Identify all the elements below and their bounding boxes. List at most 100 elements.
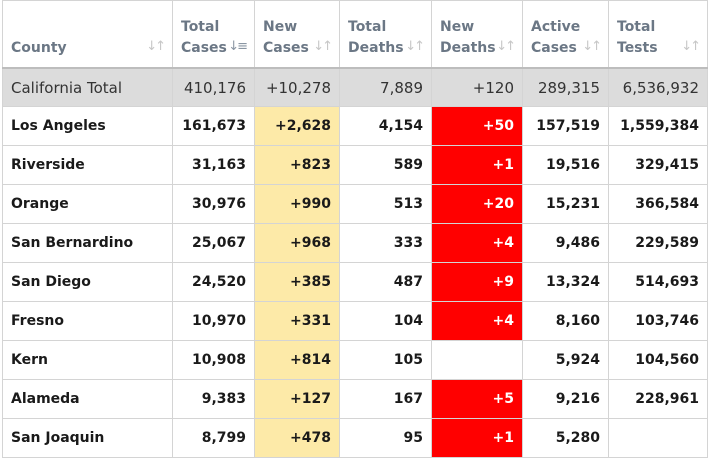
sort-icon[interactable]: ↓↑ [496,39,516,54]
total-tests-cell: 228,961 [608,379,708,419]
header-line2: Cases [263,40,309,56]
active-cases-cell: 5,280 [522,418,609,458]
county-cell: Alameda [2,379,173,419]
header-line1: Active [531,19,581,35]
total-cases-cell: 31,163 [172,145,255,185]
new-deaths-cell: +4 [431,223,523,263]
new-cases-cell: +478 [254,418,340,458]
total-tests-cell: 1,559,384 [608,106,708,146]
column-header-active-cases[interactable]: Active Cases ↓↑ [522,0,609,69]
new-deaths-cell: +20 [431,184,523,224]
new-deaths-cell: +4 [431,301,523,341]
county-cell: Los Angeles [2,106,173,146]
county-cell: San Diego [2,262,173,302]
total-cases-cell: 25,067 [172,223,255,263]
new-cases-cell: +331 [254,301,340,341]
header-line1: Total [348,19,387,35]
sort-icon[interactable]: ↓↑ [146,39,166,54]
sort-desc-icon[interactable]: ↓≡ [228,39,248,54]
header-line2: Cases [181,40,227,56]
total-cases-cell: 9,383 [172,379,255,419]
total-tests-cell: 104,560 [608,340,708,380]
header-line1: New [440,19,475,35]
header-row: County ↓↑ Total Cases ↓≡ New Cases ↓↑ To… [2,0,708,69]
header-line2: County [11,40,67,56]
total-tests-cell [608,418,708,458]
total-row: California Total 410,176 +10,278 7,889 +… [2,67,708,107]
table-row: Fresno 10,970 +331 104 +4 8,160 103,746 [2,301,708,341]
new-cases-cell: +968 [254,223,340,263]
total-deaths-cell: 95 [339,418,432,458]
new-cases-cell: +990 [254,184,340,224]
column-header-new-cases[interactable]: New Cases ↓↑ [254,0,340,69]
table-row: Orange 30,976 +990 513 +20 15,231 366,58… [2,184,708,224]
table-row: Alameda 9,383 +127 167 +5 9,216 228,961 [2,379,708,419]
total-deaths-cell: 333 [339,223,432,263]
table-row: San Diego 24,520 +385 487 +9 13,324 514,… [2,262,708,302]
total-deaths-cell: 513 [339,184,432,224]
total-tests-cell: 229,589 [608,223,708,263]
total-county-cell: California Total [2,67,173,107]
total-deaths-cell: 167 [339,379,432,419]
header-line2: Tests [617,40,658,56]
total-tests-cell: 6,536,932 [608,67,708,107]
table-header: County ↓↑ Total Cases ↓≡ New Cases ↓↑ To… [2,0,708,69]
total-deaths-cell: 487 [339,262,432,302]
table-body: California Total 410,176 +10,278 7,889 +… [2,67,708,458]
active-cases-cell: 9,486 [522,223,609,263]
total-deaths-cell: 105 [339,340,432,380]
table-row: Riverside 31,163 +823 589 +1 19,516 329,… [2,145,708,185]
new-deaths-cell: +120 [431,67,523,107]
new-deaths-cell [431,340,523,380]
header-line2: Deaths [348,40,404,56]
column-header-total-tests[interactable]: Total Tests ↓↑ [608,0,708,69]
table-row: Los Angeles 161,673 +2,628 4,154 +50 157… [2,106,708,146]
header-line1: Total [181,19,220,35]
county-cell: Kern [2,340,173,380]
sort-icon[interactable]: ↓↑ [313,39,333,54]
new-deaths-cell: +1 [431,418,523,458]
column-header-new-deaths[interactable]: New Deaths ↓↑ [431,0,523,69]
table-row: San Joaquin 8,799 +478 95 +1 5,280 [2,418,708,458]
new-cases-cell: +385 [254,262,340,302]
column-header-county[interactable]: County ↓↑ [2,0,173,69]
header-line1: Total [617,19,656,35]
county-cell: San Bernardino [2,223,173,263]
total-cases-cell: 10,908 [172,340,255,380]
new-cases-cell: +823 [254,145,340,185]
sort-icon[interactable]: ↓↑ [681,39,701,54]
header-line2: Deaths [440,40,496,56]
total-cases-cell: 161,673 [172,106,255,146]
header-line2: Cases [531,40,577,56]
active-cases-cell: 9,216 [522,379,609,419]
table-row: San Bernardino 25,067 +968 333 +4 9,486 … [2,223,708,263]
total-deaths-cell: 104 [339,301,432,341]
total-cases-cell: 410,176 [172,67,255,107]
active-cases-cell: 19,516 [522,145,609,185]
new-cases-cell: +127 [254,379,340,419]
active-cases-cell: 289,315 [522,67,609,107]
new-deaths-cell: +1 [431,145,523,185]
total-cases-cell: 8,799 [172,418,255,458]
column-header-total-cases[interactable]: Total Cases ↓≡ [172,0,255,69]
new-cases-cell: +814 [254,340,340,380]
sort-icon[interactable]: ↓↑ [582,39,602,54]
new-deaths-cell: +5 [431,379,523,419]
column-header-total-deaths[interactable]: Total Deaths ↓↑ [339,0,432,69]
county-cell: Fresno [2,301,173,341]
active-cases-cell: 8,160 [522,301,609,341]
table-row: Kern 10,908 +814 105 5,924 104,560 [2,340,708,380]
county-cell: Orange [2,184,173,224]
total-tests-cell: 103,746 [608,301,708,341]
sort-icon[interactable]: ↓↑ [405,39,425,54]
total-deaths-cell: 7,889 [339,67,432,107]
new-cases-cell: +10,278 [254,67,340,107]
county-cell: San Joaquin [2,418,173,458]
active-cases-cell: 157,519 [522,106,609,146]
new-deaths-cell: +9 [431,262,523,302]
total-deaths-cell: 4,154 [339,106,432,146]
active-cases-cell: 15,231 [522,184,609,224]
total-tests-cell: 329,415 [608,145,708,185]
active-cases-cell: 13,324 [522,262,609,302]
